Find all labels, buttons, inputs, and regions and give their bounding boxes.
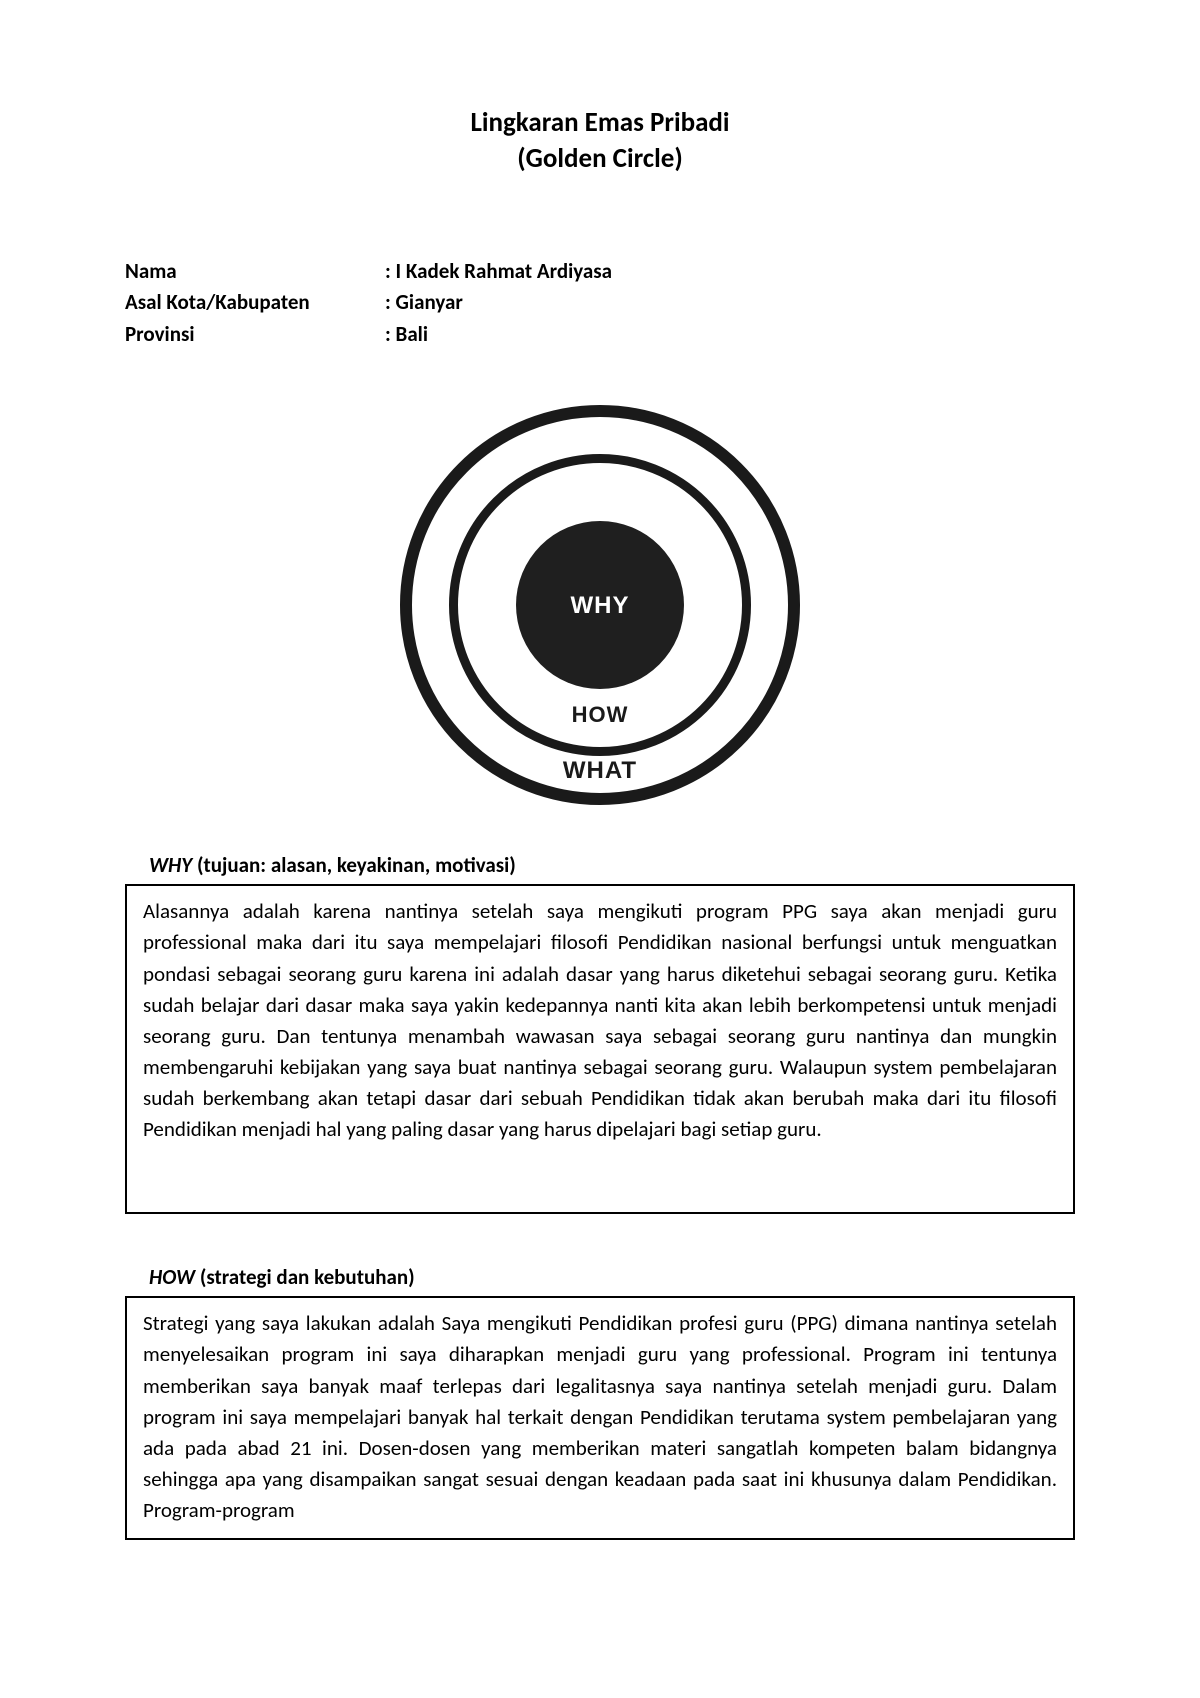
how-box: Strategi yang saya lakukan adalah Saya m… [125, 1296, 1075, 1540]
title-line-1: Lingkaran Emas Pribadi [125, 105, 1075, 141]
how-heading-rest: (strategi dan kebutuhan) [195, 1264, 415, 1290]
golden-circle-diagram: WHY HOW WHAT [125, 405, 1075, 810]
identity-city-value: : Gianyar [385, 287, 463, 319]
diagram-label-why: WHY [400, 592, 800, 620]
identity-name-label: Nama [125, 256, 385, 288]
identity-row-name: Nama : I Kadek Rahmat Ardiyasa [125, 256, 1075, 288]
title-line-2: (Golden Circle) [125, 141, 1075, 177]
diagram-label-what: WHAT [400, 757, 800, 785]
how-body: Strategi yang saya lakukan adalah Saya m… [143, 1310, 1057, 1522]
how-heading-em: HOW [149, 1264, 195, 1290]
identity-province-value: : Bali [385, 319, 428, 351]
identity-row-province: Provinsi : Bali [125, 319, 1075, 351]
identity-row-city: Asal Kota/Kabupaten : Gianyar [125, 287, 1075, 319]
why-body: Alasannya adalah karena nantinya setelah… [143, 898, 1057, 1142]
identity-city-label: Asal Kota/Kabupaten [125, 287, 385, 319]
why-heading-em: WHY [149, 852, 192, 878]
page-title-block: Lingkaran Emas Pribadi (Golden Circle) [125, 105, 1075, 178]
diagram-label-how: HOW [400, 702, 800, 728]
identity-name-value: : I Kadek Rahmat Ardiyasa [385, 256, 612, 288]
identity-province-label: Provinsi [125, 319, 385, 351]
identity-block: Nama : I Kadek Rahmat Ardiyasa Asal Kota… [125, 256, 1075, 351]
why-box: Alasannya adalah karena nantinya setelah… [125, 884, 1075, 1214]
why-heading: WHY (tujuan: alasan, keyakinan, motivasi… [149, 852, 1075, 878]
why-heading-rest: (tujuan: alasan, keyakinan, motivasi) [192, 852, 516, 878]
how-heading: HOW (strategi dan kebutuhan) [149, 1264, 1075, 1290]
